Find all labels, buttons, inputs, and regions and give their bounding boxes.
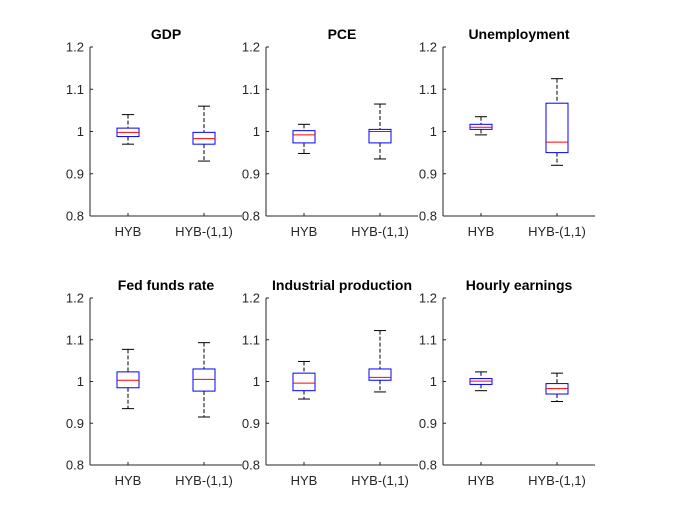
y-tick-label: 1 [430,374,437,389]
box-hyb-1-1- [545,78,569,166]
y-tick-label: 0.8 [242,458,260,473]
iqr-box [292,130,316,144]
y-tick-label: 1.1 [419,332,437,347]
y-tick-label: 0.9 [242,416,260,431]
iqr-box [368,368,392,381]
y-tick-label: 0.9 [242,166,260,181]
panel-title: Unemployment [468,26,569,42]
iqr-box [292,372,316,392]
panel-pce: PCE 0.8 0.9 1 1.1 1.2 HYB HYB-(1,1) [242,26,418,239]
x-tick-label: HYB-(1,1) [528,224,586,239]
box-hyb-1-1- [368,103,392,160]
y-tick-label: 1.1 [242,82,260,97]
box-hyb-1-1- [192,105,216,162]
box-hyb [292,123,316,154]
iqr-box [545,102,569,154]
y-tick-label: 1.1 [242,332,260,347]
x-tick-label: HYB [468,224,495,239]
panel-gdp: GDP 0.8 0.9 1 1.1 1.2 HYB HYB-(1,1) [66,26,242,239]
panel-title: Fed funds rate [118,277,215,293]
y-tick-label: 1.1 [419,82,437,97]
y-tick-label: 1.1 [66,82,84,97]
box-hyb [116,348,140,410]
x-tick-label: HYB [115,224,142,239]
box-hyb-1-1- [545,372,569,403]
y-tick-label: 1.2 [66,40,84,55]
box-hyb [469,371,493,392]
y-tick-label: 1.1 [66,332,84,347]
y-tick-label: 0.8 [66,458,84,473]
panel-title: GDP [151,26,181,42]
y-tick-label: 1 [430,124,437,139]
box-hyb [292,360,316,400]
panel-hourly-earnings: Hourly earnings 0.8 0.9 1 1.1 1.2 HYB HYB-(1,1) [419,277,595,488]
y-tick-label: 0.8 [242,209,260,224]
y-tick-label: 1.2 [66,291,84,306]
y-tick-label: 1 [77,124,84,139]
x-tick-label: HYB-(1,1) [351,224,409,239]
box-hyb [469,116,493,136]
panel-unemployment: Unemployment 0.8 0.9 1 1.1 1.2 HYB HYB-(1,1) [419,26,595,239]
y-tick-label: 0.9 [419,416,437,431]
x-tick-label: HYB [291,473,318,488]
box-hyb-1-1- [368,330,392,393]
panel-title: Industrial production [272,277,412,293]
x-tick-label: HYB-(1,1) [175,224,233,239]
x-tick-label: HYB [468,473,495,488]
box-hyb [116,114,140,145]
y-tick-label: 1.2 [419,291,437,306]
panel-industrial-production: Industrial production 0.8 0.9 1 1.1 1.2 HYB HYB… [242,277,418,488]
y-tick-label: 1.2 [242,291,260,306]
panel-title: PCE [328,26,357,42]
x-tick-label: HYB-(1,1) [351,473,409,488]
box-hyb-1-1- [192,342,216,418]
y-tick-label: 0.9 [66,166,84,181]
panel-title: Hourly earnings [466,277,573,293]
y-tick-label: 0.8 [66,209,84,224]
y-tick-label: 1.2 [242,40,260,55]
x-tick-label: HYB-(1,1) [175,473,233,488]
y-tick-label: 1.2 [419,40,437,55]
x-tick-label: HYB [291,224,318,239]
iqr-box [192,368,216,392]
x-tick-label: HYB-(1,1) [528,473,586,488]
y-tick-label: 0.9 [419,166,437,181]
y-tick-label: 1 [253,374,260,389]
y-tick-label: 0.8 [419,458,437,473]
y-tick-label: 0.9 [66,416,84,431]
y-tick-label: 1 [253,124,260,139]
iqr-box [368,128,392,144]
y-tick-label: 0.8 [419,209,437,224]
y-tick-label: 1 [77,374,84,389]
x-tick-label: HYB [115,473,142,488]
panel-fed-funds-rate: Fed funds rate 0.8 0.9 1 1.1 1.2 HYB HYB-(1,1) [66,277,242,488]
